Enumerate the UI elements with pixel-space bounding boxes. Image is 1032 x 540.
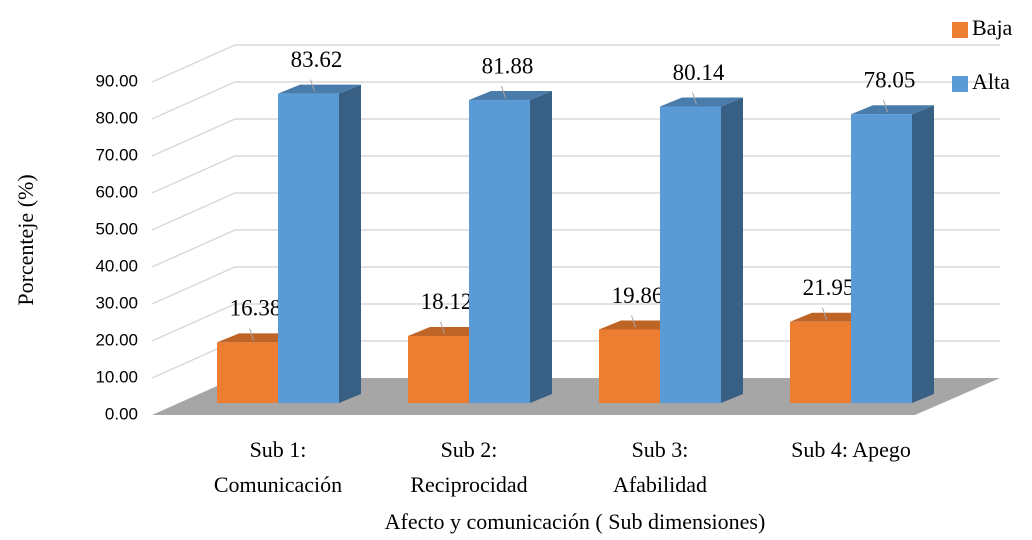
bar-side [721, 97, 743, 404]
bar-side [912, 105, 934, 403]
bar-side [339, 84, 361, 403]
x-tick-label: Sub 3: Afabilidad [613, 437, 707, 497]
bar-front [851, 114, 912, 403]
value-label: 18.12 [421, 289, 473, 314]
floor [152, 378, 1000, 415]
value-label: 81.88 [482, 53, 534, 78]
value-label: 19.86 [612, 283, 664, 308]
bar-front [599, 329, 660, 403]
bar [278, 84, 361, 403]
x-axis-title: Afecto y comunicación ( Sub dimensiones) [385, 509, 766, 534]
bar-top [851, 105, 934, 115]
grid-line [151, 303, 1000, 342]
grid-line [151, 266, 1000, 305]
legend-swatch [952, 76, 968, 92]
bar-front [790, 321, 851, 403]
bar-front [278, 93, 339, 403]
y-tick-label: 0.00 [105, 404, 138, 423]
leader-line [822, 307, 827, 320]
leader-line [310, 79, 315, 92]
bar-front [469, 100, 530, 403]
y-tick-label: 20.00 [95, 330, 138, 349]
x-tick-label: Sub 1: Comunicación [214, 437, 342, 497]
bar [660, 97, 743, 404]
y-tick-label: 70.00 [95, 145, 138, 164]
y-tick-label: 60.00 [95, 182, 138, 201]
y-tick-label: 80.00 [95, 108, 138, 127]
leader-line [631, 315, 636, 328]
leader-line [883, 100, 888, 113]
value-label: 83.62 [291, 47, 343, 72]
leader-line [440, 321, 445, 335]
grid-line [151, 44, 1000, 83]
bar-front [408, 335, 469, 403]
y-tick-label: 10.00 [95, 367, 138, 386]
y-tick-label: 50.00 [95, 219, 138, 238]
legend-label: Alta [972, 69, 1010, 94]
leader-line [692, 92, 697, 105]
grid-line [151, 192, 1000, 231]
y-tick-label: 30.00 [95, 293, 138, 312]
y-axis-title: Porcenteje (%) [13, 174, 38, 305]
y-tick-label: 40.00 [95, 256, 138, 275]
legend-label: Baja [972, 15, 1013, 40]
value-label: 21.95 [803, 275, 855, 300]
bar-front [660, 106, 721, 404]
bar [851, 105, 934, 403]
legend-swatch [952, 22, 968, 38]
value-label: 80.14 [673, 60, 725, 85]
value-label: 78.05 [864, 67, 916, 92]
bar-top [278, 84, 361, 94]
grid-line [151, 118, 1000, 157]
x-tick-label: Sub 2: Reciprocidad [410, 437, 527, 497]
grid-line [151, 81, 1000, 120]
grid-line [151, 229, 1000, 268]
leader-line [249, 328, 254, 341]
value-label: 16.38 [230, 296, 282, 321]
bar [469, 91, 552, 403]
leader-line [501, 85, 506, 99]
bar-top [660, 97, 743, 107]
grid-line [151, 155, 1000, 194]
y-tick-label: 90.00 [95, 71, 138, 90]
x-tick-label: Sub 4: Apego [791, 437, 911, 462]
bar-side [530, 91, 552, 403]
bar-top [469, 91, 552, 101]
bar-front [217, 342, 278, 403]
